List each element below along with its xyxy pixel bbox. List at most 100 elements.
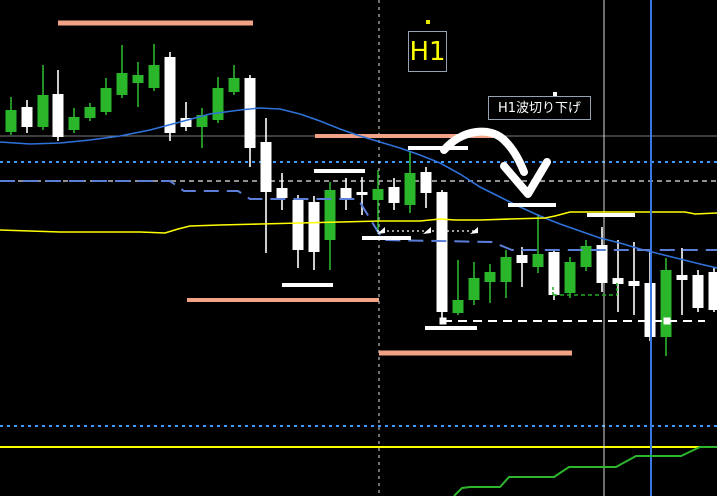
candle <box>164 52 176 141</box>
candle <box>468 262 480 305</box>
candle <box>308 196 320 270</box>
candle <box>84 103 96 121</box>
candle <box>196 108 208 148</box>
candle-body <box>84 107 96 118</box>
candle-body <box>660 270 672 337</box>
candle <box>52 70 64 141</box>
candle <box>276 173 288 210</box>
candle <box>484 264 496 303</box>
candle-body <box>292 200 304 250</box>
candle-body <box>372 189 384 200</box>
candle-body <box>340 188 352 198</box>
candle <box>500 250 512 298</box>
candle-body <box>116 73 128 95</box>
candle <box>228 65 240 95</box>
candle <box>340 178 352 210</box>
trendline-handle[interactable] <box>663 317 671 325</box>
candle <box>21 100 33 133</box>
candle-body <box>708 272 717 310</box>
wave-note-label-text: H1波切り下げ <box>497 100 582 116</box>
candle <box>292 195 304 268</box>
candle <box>532 214 544 273</box>
candle <box>100 78 112 115</box>
candle-body <box>52 94 64 137</box>
timeframe-label-box[interactable]: H1 <box>408 31 447 72</box>
trendline-handle[interactable] <box>439 317 447 325</box>
candle <box>436 190 448 320</box>
candle <box>260 118 272 253</box>
candle-body <box>628 281 640 286</box>
candle <box>452 260 464 315</box>
candle-body <box>132 75 144 83</box>
candle-body <box>21 107 33 127</box>
candle-body <box>388 187 400 203</box>
candle-body <box>548 252 560 295</box>
candle <box>420 167 432 208</box>
candle <box>324 182 336 270</box>
ma-slow-line <box>0 211 717 234</box>
curved-down-arrow-icon[interactable] <box>440 127 528 176</box>
candle <box>212 77 224 123</box>
label-anchor-dot <box>426 20 430 24</box>
candle-body <box>356 192 368 195</box>
candle <box>132 62 144 107</box>
candle-body <box>37 95 49 127</box>
candle-body <box>164 57 176 133</box>
small-arrow-marker-icon <box>470 227 478 234</box>
candle <box>372 170 384 233</box>
candle-body <box>692 275 704 308</box>
candle-body <box>484 272 496 282</box>
small-arrow-marker-icon <box>423 227 431 234</box>
candle-body <box>532 254 544 267</box>
candle-body <box>196 115 208 127</box>
candle <box>564 257 576 298</box>
candle-body <box>468 278 480 300</box>
candle-body <box>100 88 112 112</box>
curved-down-arrow-head-icon[interactable] <box>500 158 551 198</box>
candle-body <box>68 117 80 130</box>
candle <box>148 44 160 91</box>
candle <box>180 102 192 131</box>
wave-note-label-box[interactable]: H1波切り下げ <box>488 96 591 120</box>
candle-body <box>212 88 224 120</box>
candle <box>660 258 672 356</box>
candle-body <box>676 275 688 280</box>
timeframe-label-text: H1 <box>409 36 446 67</box>
candle-body <box>308 202 320 252</box>
label-anchor-dot <box>553 92 557 97</box>
candle <box>37 65 49 130</box>
candle-body <box>244 78 256 148</box>
candle <box>356 177 368 215</box>
candle-body <box>452 300 464 313</box>
candle <box>612 240 624 312</box>
candle-body <box>596 245 608 283</box>
candle <box>580 240 592 271</box>
candle-body <box>580 246 592 267</box>
candle <box>116 45 128 98</box>
candle-body <box>564 262 576 293</box>
stepped-dashed-blue-line <box>0 180 717 251</box>
candle-body <box>324 190 336 240</box>
candle-body <box>276 188 288 198</box>
candle <box>708 268 717 312</box>
candle-body <box>228 78 240 92</box>
candle-body <box>516 255 528 263</box>
candle <box>404 152 416 213</box>
candle-body <box>436 192 448 312</box>
candle-body <box>260 142 272 192</box>
ma-fast-line <box>0 107 717 269</box>
candle-body <box>612 278 624 284</box>
candle-body <box>148 65 160 88</box>
candle <box>68 108 80 133</box>
candle-body <box>500 257 512 282</box>
candle-body <box>5 110 17 132</box>
green-step-line <box>453 446 717 496</box>
candle <box>548 249 560 300</box>
candle <box>388 178 400 210</box>
candle-body <box>404 173 416 205</box>
candle <box>5 97 17 135</box>
candle <box>516 247 528 287</box>
candle <box>628 242 640 315</box>
